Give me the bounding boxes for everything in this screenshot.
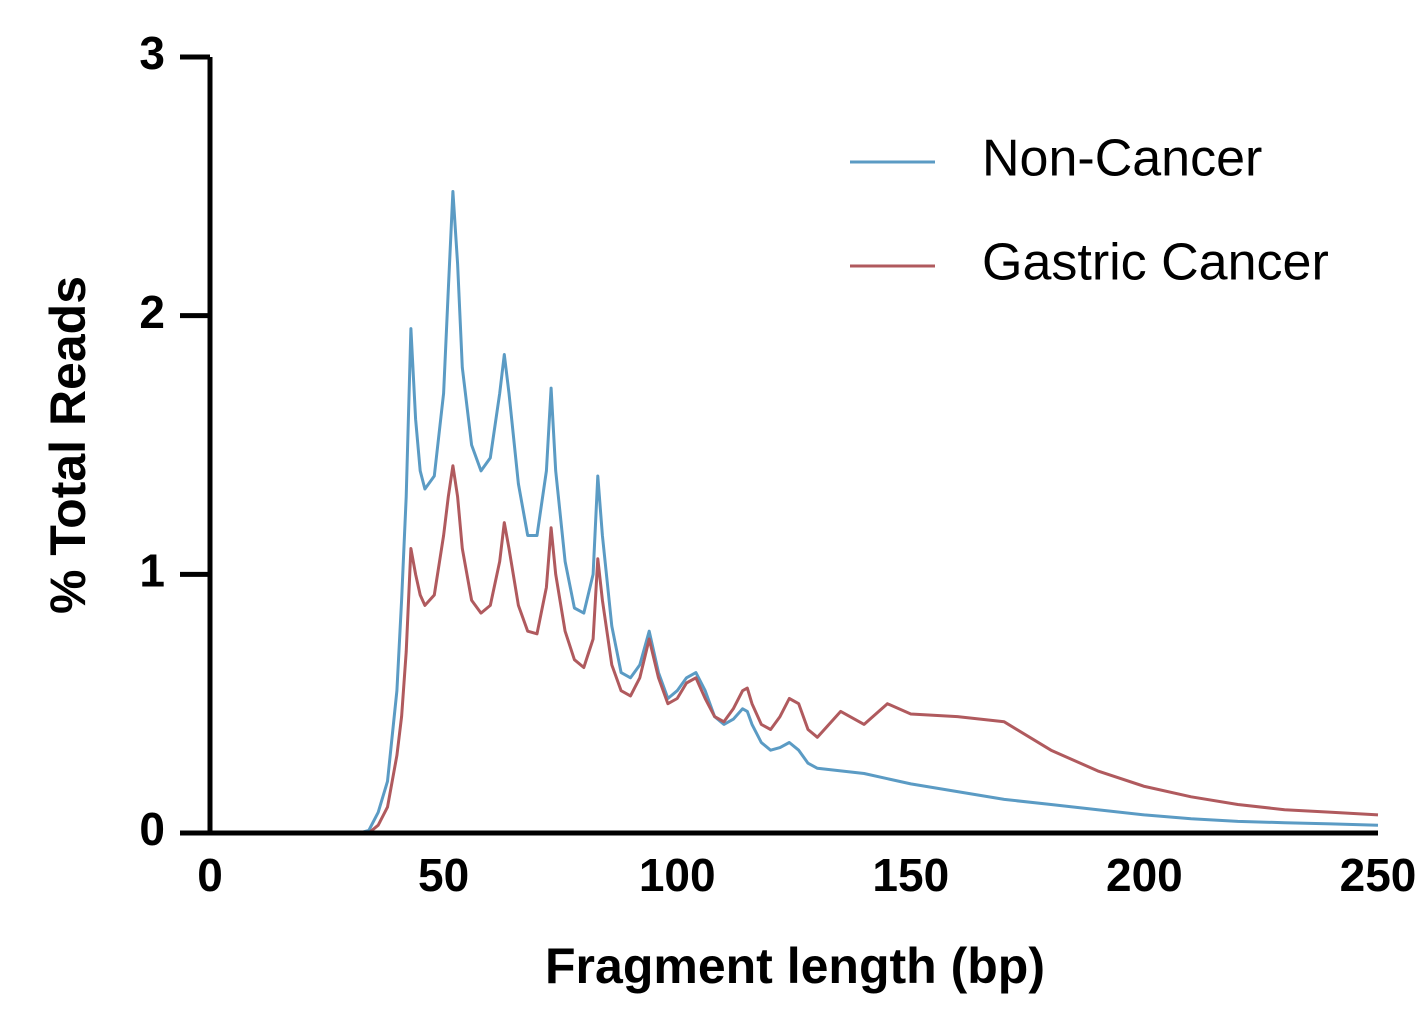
series-line — [350, 464, 1379, 835]
y-tick-label: 3 — [139, 27, 165, 79]
x-tick-label: 50 — [418, 849, 469, 901]
y-tick-label: 0 — [139, 803, 165, 855]
y-tick-label: 2 — [139, 286, 165, 338]
legend-label: Gastric Cancer — [982, 234, 1329, 292]
x-tick-label: 150 — [872, 849, 949, 901]
x-tick-label: 250 — [1340, 849, 1417, 901]
legend-label: Non-Cancer — [982, 130, 1262, 188]
x-tick-label: 200 — [1106, 849, 1183, 901]
series-line — [350, 190, 1379, 835]
y-axis-label: % Total Reads — [40, 276, 96, 614]
x-tick-label: 0 — [197, 849, 223, 901]
x-axis-label: Fragment length (bp) — [545, 938, 1045, 994]
y-tick-label: 1 — [139, 544, 165, 596]
x-tick-label: 100 — [639, 849, 716, 901]
